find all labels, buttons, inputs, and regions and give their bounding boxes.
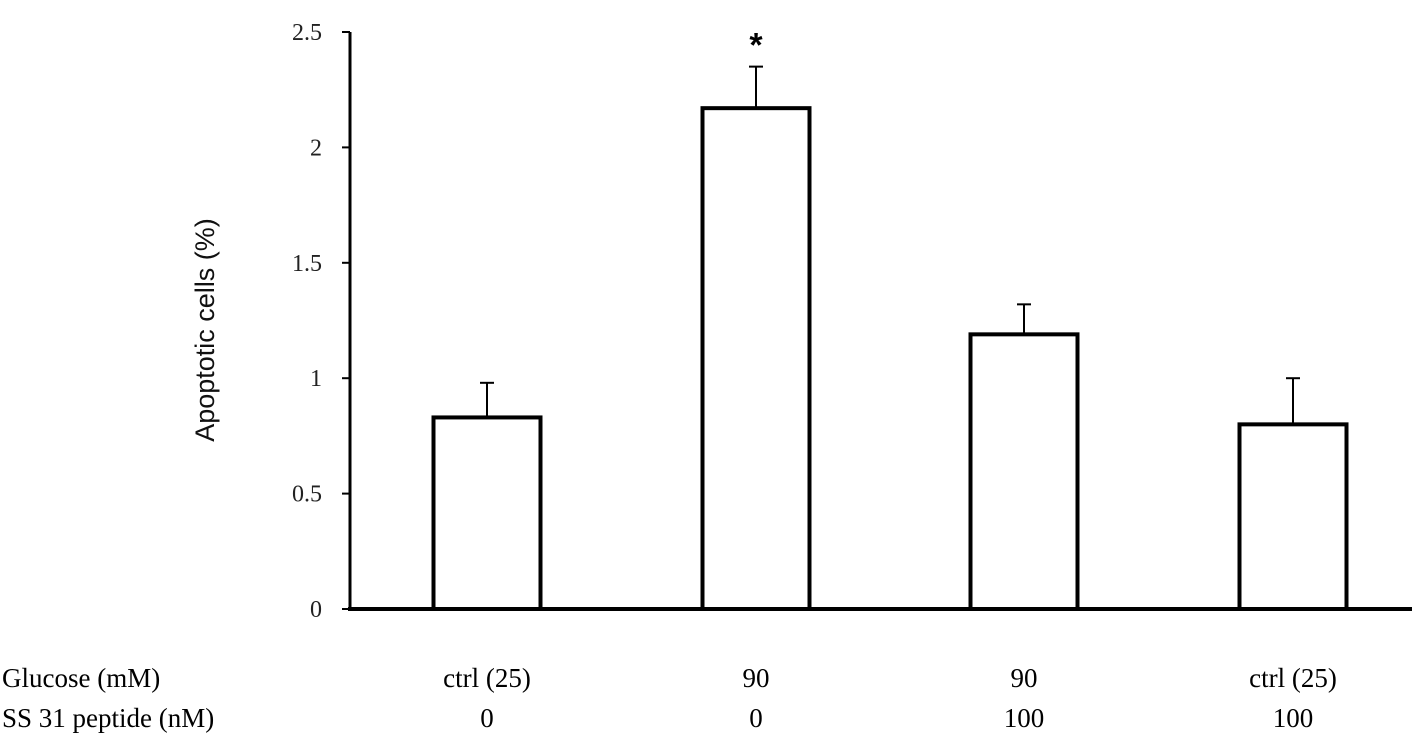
y-axis: 0 0.5 1 1.5 2 2.5 xyxy=(292,20,352,623)
condition-value: ctrl (25) xyxy=(443,663,531,693)
condition-value: 100 xyxy=(1273,703,1314,733)
condition-row-label: Glucose (mM) xyxy=(2,663,160,693)
condition-row-label: SS 31 peptide (nM) xyxy=(2,703,214,733)
y-axis-label: Apoptotic cells (%) xyxy=(190,218,220,442)
y-tick-label: 2 xyxy=(310,135,322,161)
bars: * xyxy=(431,27,1349,611)
y-tick-label: 0 xyxy=(310,597,322,623)
condition-value: 90 xyxy=(1011,663,1038,693)
significance-marker: * xyxy=(749,27,763,65)
y-tick-label: 1.5 xyxy=(292,251,322,277)
bar xyxy=(968,332,1080,611)
bar xyxy=(431,415,543,611)
condition-value: ctrl (25) xyxy=(1249,663,1337,693)
bar xyxy=(1237,422,1349,611)
y-tick-label: 0.5 xyxy=(292,482,322,508)
condition-rows: Glucose (mM) ctrl (25) 90 90 ctrl (25) SS 31 … xyxy=(2,663,1337,733)
y-tick-label: 2.5 xyxy=(292,20,322,46)
y-tick-label: 1 xyxy=(310,366,322,392)
condition-value: 0 xyxy=(749,703,763,733)
bar xyxy=(700,106,812,611)
condition-value: 90 xyxy=(743,663,770,693)
condition-value: 100 xyxy=(1004,703,1045,733)
condition-value: 0 xyxy=(480,703,494,733)
